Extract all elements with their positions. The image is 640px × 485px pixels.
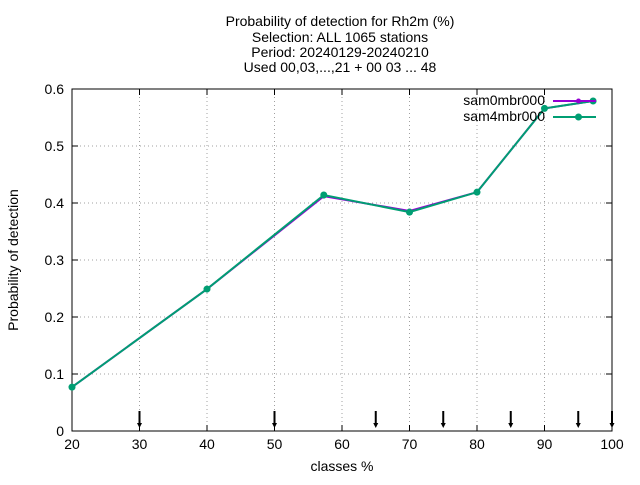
- x-axis-label: classes %: [310, 458, 373, 474]
- x-tick-label: 30: [132, 436, 148, 452]
- x-tick-label: 80: [469, 436, 485, 452]
- y-tick-label: 0.2: [45, 309, 65, 325]
- x-tick-label: 60: [334, 436, 350, 452]
- class-markers: [137, 411, 615, 428]
- x-tick-label: 100: [600, 436, 624, 452]
- series: [68, 97, 597, 391]
- x-tick-label: 70: [402, 436, 418, 452]
- title-line-3: Period: 20240129-20240210: [251, 44, 429, 60]
- legend: sam0mbr000 sam4mbr000: [463, 92, 596, 124]
- title-line-1: Probability of detection for Rh2m (%): [226, 13, 455, 29]
- data-point-sam4mbr000: [473, 188, 481, 196]
- y-tick-label: 0.5: [45, 138, 65, 154]
- title-line-4: Used 00,03,...,21 + 00 03 ... 48: [244, 59, 437, 75]
- y-tick-label: 0.6: [45, 81, 65, 97]
- data-point-sam4mbr000: [541, 104, 548, 112]
- y-tick-label: 0.3: [45, 252, 65, 268]
- title-line-2: Selection: ALL 1065 stations: [252, 29, 428, 45]
- y-axis-label: Probability of detection: [5, 189, 21, 331]
- y-axis-ticks: 0 0.1 0.2 0.3 0.4 0.5 0.6: [45, 81, 612, 439]
- legend-marker-sam4mbr000: [575, 113, 582, 121]
- class-marker-head: [575, 423, 581, 428]
- y-tick-label: 0: [56, 423, 64, 439]
- class-marker-head: [373, 423, 379, 428]
- x-tick-label: 50: [267, 436, 283, 452]
- grid: [72, 89, 612, 431]
- data-point-sam4mbr000: [68, 383, 76, 391]
- data-point-sam4mbr000: [406, 208, 413, 216]
- data-point-sam4mbr000: [320, 191, 328, 199]
- class-marker-head: [508, 423, 514, 428]
- x-axis-ticks: 20 30 40 50 60 70 80 90 100: [64, 89, 624, 452]
- x-tick-label: 40: [199, 436, 215, 452]
- x-tick-label: 90: [537, 436, 553, 452]
- series-line-sam4mbr000: [71, 99, 594, 388]
- y-tick-label: 0.1: [45, 366, 65, 382]
- class-marker-head: [137, 423, 142, 428]
- chart-title: Probability of detection for Rh2m (%) Se…: [226, 13, 455, 75]
- class-marker-head: [440, 423, 446, 428]
- class-marker-head: [272, 423, 277, 428]
- legend-label-series-1: sam0mbr000: [463, 92, 545, 108]
- data-point-sam4mbr000: [203, 285, 211, 293]
- x-tick-label: 20: [64, 436, 80, 452]
- class-marker-head: [609, 423, 615, 428]
- y-tick-label: 0.4: [45, 195, 65, 211]
- legend-label-series-2: sam4mbr000: [463, 108, 545, 124]
- legend-marker-sam0mbr000: [576, 98, 581, 104]
